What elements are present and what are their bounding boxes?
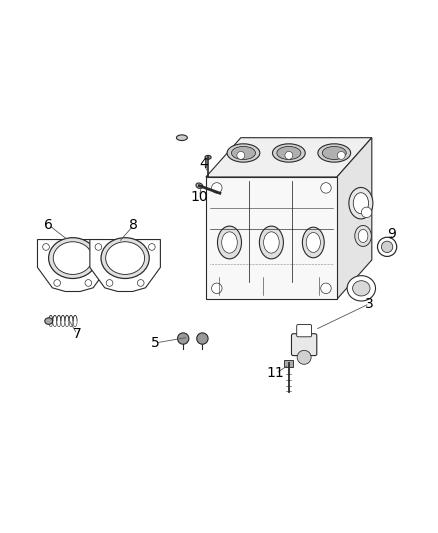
FancyBboxPatch shape (291, 334, 317, 356)
Circle shape (106, 280, 113, 286)
Circle shape (96, 244, 103, 251)
Circle shape (237, 151, 245, 159)
Ellipse shape (353, 193, 368, 214)
Ellipse shape (353, 281, 370, 296)
Ellipse shape (355, 225, 371, 246)
Circle shape (177, 333, 189, 344)
Polygon shape (337, 138, 372, 299)
Polygon shape (90, 239, 160, 292)
Text: 11: 11 (267, 367, 285, 381)
Text: 4: 4 (199, 157, 208, 171)
Ellipse shape (53, 242, 92, 274)
Ellipse shape (49, 238, 97, 279)
Text: 5: 5 (151, 336, 160, 350)
Ellipse shape (349, 188, 373, 219)
Circle shape (54, 280, 60, 286)
Circle shape (337, 151, 345, 159)
Ellipse shape (196, 183, 203, 189)
Polygon shape (38, 239, 108, 292)
Ellipse shape (205, 156, 211, 159)
Ellipse shape (306, 232, 321, 253)
Ellipse shape (347, 276, 375, 301)
FancyBboxPatch shape (297, 325, 311, 337)
Ellipse shape (231, 147, 255, 159)
Text: 10: 10 (191, 190, 208, 204)
Polygon shape (206, 138, 372, 177)
Circle shape (321, 283, 331, 294)
Text: 8: 8 (129, 218, 138, 232)
Circle shape (378, 237, 397, 256)
Ellipse shape (277, 147, 301, 159)
Circle shape (197, 333, 208, 344)
Ellipse shape (222, 232, 237, 253)
Ellipse shape (318, 144, 351, 162)
Text: 9: 9 (387, 227, 396, 241)
Ellipse shape (106, 242, 145, 274)
Circle shape (148, 244, 155, 251)
Ellipse shape (358, 229, 368, 243)
Ellipse shape (264, 232, 279, 253)
Text: 7: 7 (73, 327, 81, 341)
Ellipse shape (227, 144, 260, 162)
Circle shape (321, 183, 331, 193)
Circle shape (361, 207, 372, 217)
Text: 3: 3 (365, 296, 374, 311)
Circle shape (212, 183, 222, 193)
FancyBboxPatch shape (206, 177, 337, 299)
Ellipse shape (322, 147, 346, 159)
Ellipse shape (101, 238, 149, 279)
FancyBboxPatch shape (285, 360, 293, 367)
Ellipse shape (218, 226, 241, 259)
Circle shape (138, 280, 144, 286)
Ellipse shape (45, 318, 53, 325)
Circle shape (285, 151, 293, 159)
Circle shape (42, 244, 49, 251)
Text: 6: 6 (44, 218, 53, 232)
Ellipse shape (272, 144, 305, 162)
Ellipse shape (177, 135, 187, 141)
Circle shape (85, 280, 92, 286)
Ellipse shape (302, 227, 324, 258)
Circle shape (297, 350, 311, 364)
Circle shape (212, 283, 222, 294)
Ellipse shape (259, 226, 283, 259)
Circle shape (381, 241, 393, 253)
Circle shape (95, 244, 102, 251)
